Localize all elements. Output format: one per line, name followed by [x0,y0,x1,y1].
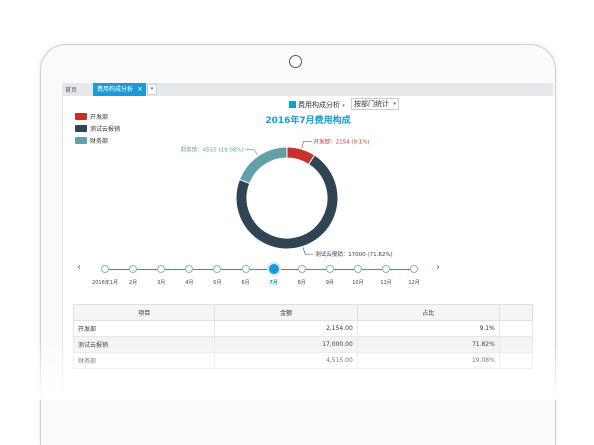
timeline-dot[interactable] [353,265,362,273]
tab-bar: 首页 费用构成分析 × ▾ [63,83,553,96]
cell-percent: 71.82% [356,336,500,353]
timeline-month-label[interactable]: 10月 [352,280,364,286]
timeline-dot[interactable] [382,265,390,273]
timeline-dot[interactable] [241,265,250,273]
legend-item[interactable]: 测试云报销 [75,125,120,137]
timeline-month-label[interactable]: 5月 [213,280,222,286]
timeline-track [105,269,415,270]
cell-empty [498,352,534,369]
timeline-dot[interactable] [297,265,306,273]
donut-slice[interactable] [238,146,288,185]
chevron-down-icon: ▾ [342,103,345,109]
slice-label: 财务部：4515 (19.08%) [181,145,244,153]
timeline-dot[interactable] [410,265,419,273]
cost-table: 项目 金额 占比 开发部 2,154.00 9.1% 测试云报销 17,000.… [72,304,534,369]
slice-leader-line [302,247,314,255]
app-screen: 首页 费用构成分析 × ▾ 费用构成分析 ▾ 按部门统计 ▾ 开发部 测试云报销… [62,83,553,400]
legend-label: 测试云报销 [90,126,121,133]
timeline-dot[interactable] [157,265,166,273]
cell-empty [498,320,534,337]
tab-home[interactable]: 首页 [65,87,78,94]
legend-swatch [75,113,87,120]
month-timeline: ‹ › 2016年1月 2月 3月 4月 5月 6月 7月 8月 9月 10月 11月 12月 [63,260,553,290]
view-square-icon [289,101,296,108]
chart-title: 2016年7月费用构成 [265,116,351,126]
cell-empty [498,336,534,353]
chevron-right-icon[interactable]: › [436,262,440,273]
timeline-month-label[interactable]: 2月 [129,280,138,286]
table-row[interactable]: 财务部 4,515.00 19.08% [72,352,534,369]
camera-icon [289,55,302,68]
timeline-dot[interactable] [213,265,222,273]
legend-label: 开发部 [90,114,109,121]
tab-label: 费用构成分析 [97,86,134,93]
timeline-dot[interactable] [185,265,194,273]
column-header: 项目 [72,304,216,321]
cell-amount: 4,515.00 [214,352,358,369]
legend-swatch [75,137,87,144]
cell-item: 开发部 [72,320,216,337]
timeline-month-label[interactable]: 6月 [241,280,250,286]
chevron-left-icon[interactable]: ‹ [77,262,81,273]
timeline-dot[interactable] [325,265,334,273]
slice-label: 开发部：2154 (9.1%) [314,137,370,145]
timeline-month-label[interactable]: 8月 [297,280,306,286]
mode-select-value: 按部门统计 [354,100,389,108]
table-row[interactable]: 开发部 2,154.00 9.1% [72,320,534,337]
tab-cost-analysis[interactable]: 费用构成分析 × [93,83,146,96]
timeline-dot[interactable] [101,265,109,273]
column-header: 占比 [356,304,500,321]
timeline-month-label[interactable]: 7月 [269,280,278,286]
slice-label: 测试云报销：17000 (71.82%) [315,250,393,258]
cell-percent: 19.08% [356,352,500,369]
timeline-dot[interactable] [268,264,279,274]
table-header-row: 项目 金额 占比 [72,304,534,321]
slice-leader-line [301,141,312,149]
legend-label: 财务部 [90,138,109,145]
cell-amount: 2,154.00 [214,320,358,337]
mode-select[interactable]: 按部门统计 ▾ [351,98,399,110]
donut-chart: 开发部：2154 (9.1%) 测试云报销：17000 (71.82%) 财务部：4… [181,137,393,258]
legend-item[interactable]: 财务部 [75,137,120,149]
cell-amount: 17,000.00 [214,336,358,353]
slice-leader-line [245,148,258,156]
table-row[interactable]: 测试云报销 17,000.00 71.82% [72,336,534,353]
view-label: 费用构成分析 [298,101,340,109]
view-selector[interactable]: 费用构成分析 ▾ [289,100,345,110]
legend-item[interactable]: 开发部 [75,113,120,125]
timeline-month-label[interactable]: 9月 [325,280,334,286]
legend-swatch [75,125,87,132]
timeline-month-label[interactable]: 2016年1月 [92,280,118,286]
timeline-month-label[interactable]: 4月 [185,280,194,286]
timeline-month-label[interactable]: 12月 [408,280,420,286]
close-icon[interactable]: × [137,85,143,93]
column-header: 金额 [214,304,358,321]
chart-legend: 开发部 测试云报销 财务部 [75,113,120,149]
chevron-down-icon: ▾ [393,101,396,107]
timeline-dot[interactable] [129,265,138,273]
cell-percent: 9.1% [356,320,500,337]
cell-item: 财务部 [72,352,216,369]
tab-dropdown-button[interactable]: ▾ [147,84,157,95]
timeline-month-label[interactable]: 11月 [380,280,392,286]
column-header-empty [498,304,534,321]
cell-item: 测试云报销 [72,336,216,353]
timeline-month-label[interactable]: 3月 [157,280,166,286]
